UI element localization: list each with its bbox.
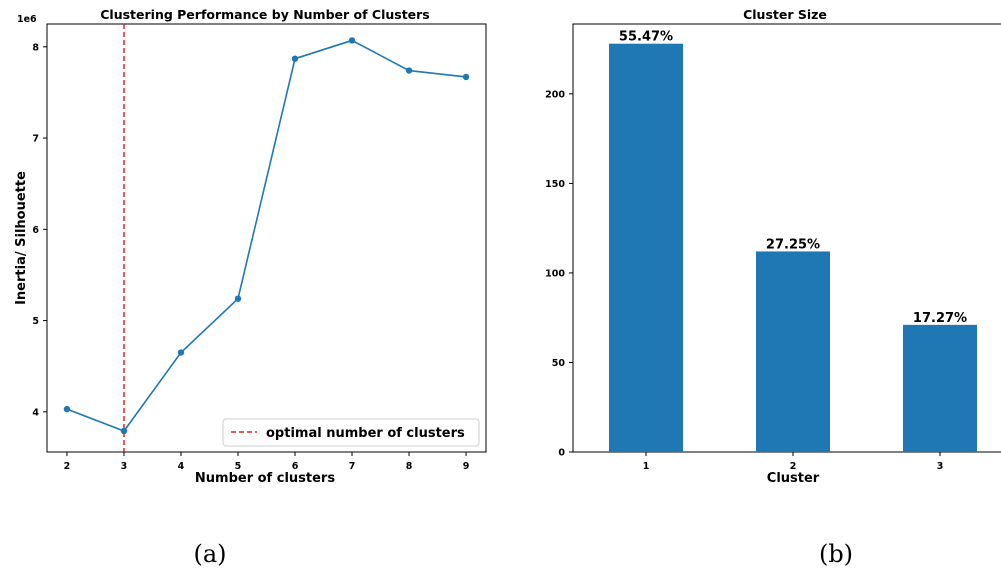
bar-y-tick-label: 50 bbox=[552, 358, 566, 369]
line-y-ticks: 4 5 6 7 8 bbox=[32, 42, 47, 418]
line-x-tick-label: 2 bbox=[64, 461, 71, 472]
bar-y-ticks: 0 50 100 150 200 bbox=[545, 89, 573, 459]
line-x-tick-label: 4 bbox=[178, 461, 185, 472]
inertia-point bbox=[291, 55, 299, 62]
line-y-axis-label: Inertia/ Silhouette bbox=[14, 171, 29, 305]
inertia-point bbox=[405, 67, 413, 74]
bar-x-ticks: 1 2 3 bbox=[643, 452, 944, 472]
caption-b: (b) bbox=[819, 540, 853, 568]
cluster-bar-label: 55.47% bbox=[619, 30, 673, 45]
bar-chart-panel: Cluster Size 0 50 100 150 200 55.47% 27.25% 17… bbox=[545, 7, 1001, 568]
line-y-tick-label: 8 bbox=[32, 42, 39, 53]
line-x-tick-label: 3 bbox=[121, 461, 128, 472]
line-x-tick-label: 5 bbox=[235, 461, 242, 472]
inertia-point bbox=[177, 349, 185, 356]
line-x-axis-label: Number of clusters bbox=[195, 471, 335, 486]
caption-a: (a) bbox=[193, 540, 226, 568]
cluster-bar-label: 27.25% bbox=[766, 237, 820, 252]
bar-y-tick-label: 150 bbox=[545, 179, 565, 190]
line-y-tick-label: 6 bbox=[32, 225, 39, 236]
inertia-point bbox=[348, 37, 356, 44]
legend-box bbox=[222, 418, 480, 447]
cluster-bar bbox=[609, 43, 683, 453]
line-x-tick-label: 7 bbox=[349, 461, 356, 472]
line-x-ticks: 2 3 4 5 6 7 8 9 bbox=[64, 452, 470, 472]
bar-y-tick-label: 0 bbox=[558, 448, 565, 459]
legend-optimal-label: optimal number of clusters bbox=[266, 426, 465, 441]
cluster-bar bbox=[903, 324, 977, 452]
line-y-tick-label: 5 bbox=[32, 316, 39, 327]
line-legend: optimal number of clusters bbox=[222, 418, 480, 447]
y-offset-label: 1e6 bbox=[17, 14, 37, 25]
bar-x-tick-label: 2 bbox=[790, 461, 797, 472]
inertia-point bbox=[120, 427, 128, 435]
line-y-tick-label: 7 bbox=[32, 134, 39, 145]
bar-x-tick-label: 3 bbox=[937, 461, 944, 472]
inertia-point bbox=[234, 295, 242, 302]
inertia-point bbox=[63, 405, 71, 413]
inertia-series-points bbox=[63, 37, 470, 435]
bar-series: 55.47% 27.25% 17.27% bbox=[609, 30, 977, 453]
bar-y-tick-label: 100 bbox=[545, 268, 565, 279]
line-y-tick-label: 4 bbox=[32, 407, 39, 418]
bar-x-tick-label: 1 bbox=[643, 461, 650, 472]
cluster-bar bbox=[756, 251, 830, 452]
line-x-tick-label: 8 bbox=[406, 461, 413, 472]
line-chart-panel: Clustering Performance by Number of Clus… bbox=[14, 7, 487, 568]
inertia-series-line bbox=[66, 39, 467, 432]
line-x-tick-label: 9 bbox=[463, 461, 470, 472]
cluster-bar-label: 17.27% bbox=[913, 311, 967, 326]
line-chart-title: Clustering Performance by Number of Clus… bbox=[100, 7, 430, 22]
line-plot-area bbox=[46, 23, 487, 453]
line-x-tick-label: 6 bbox=[292, 461, 299, 472]
inertia-point bbox=[462, 73, 470, 81]
bar-x-axis-label: Cluster bbox=[767, 471, 820, 486]
bar-chart-title: Cluster Size bbox=[743, 7, 827, 22]
bar-y-tick-label: 200 bbox=[545, 89, 565, 100]
